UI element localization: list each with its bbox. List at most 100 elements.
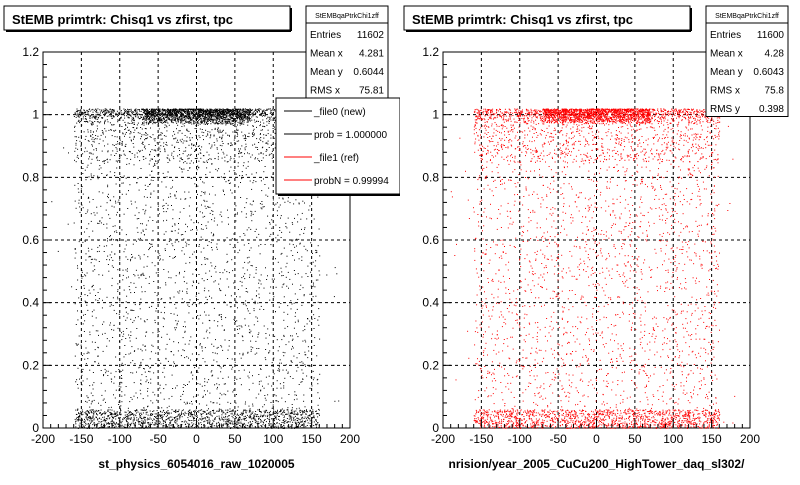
data-point (299, 234, 300, 235)
data-point (251, 114, 252, 115)
data-point (133, 132, 134, 133)
data-point (112, 112, 113, 113)
data-point (161, 116, 162, 117)
data-point (93, 137, 94, 138)
data-point (167, 407, 168, 408)
data-point (172, 427, 173, 428)
data-point (77, 157, 78, 158)
data-point (82, 272, 83, 273)
data-point (223, 411, 224, 412)
data-point (120, 410, 121, 411)
data-point (311, 322, 312, 323)
data-point (146, 135, 147, 136)
data-point (96, 150, 97, 151)
data-point (274, 138, 275, 139)
data-point (163, 416, 164, 417)
data-point (116, 184, 117, 185)
data-point (171, 420, 172, 421)
data-point (148, 371, 149, 372)
data-point (218, 128, 219, 129)
data-point (208, 222, 209, 223)
data-point (155, 363, 156, 364)
data-point (261, 180, 262, 181)
data-point (238, 166, 239, 167)
data-point (240, 414, 241, 415)
data-point (300, 412, 301, 413)
data-point (151, 415, 152, 416)
data-point (198, 423, 199, 424)
data-point (265, 412, 266, 413)
data-point (309, 415, 310, 416)
data-point (147, 419, 148, 420)
data-point (283, 425, 284, 426)
data-point (216, 117, 217, 118)
data-point (79, 200, 80, 201)
data-point (232, 114, 233, 115)
data-point (83, 426, 84, 427)
data-point (89, 370, 90, 371)
data-point (217, 249, 218, 250)
data-point (92, 316, 93, 317)
data-point (131, 204, 132, 205)
data-point (143, 421, 144, 422)
data-point (95, 111, 96, 112)
data-point (209, 328, 210, 329)
data-point (292, 224, 293, 225)
data-point (129, 109, 130, 110)
data-point (133, 139, 134, 140)
data-point (296, 333, 297, 334)
data-point (197, 121, 198, 122)
data-point (233, 424, 234, 425)
data-point (171, 417, 172, 418)
data-point (130, 414, 131, 415)
data-point (130, 362, 131, 363)
data-point (159, 349, 160, 350)
data-point (219, 116, 220, 117)
data-point (291, 425, 292, 426)
data-point (260, 415, 261, 416)
data-point (233, 426, 234, 427)
data-point (277, 411, 278, 412)
data-point (205, 116, 206, 117)
data-point (109, 417, 110, 418)
data-point (188, 118, 189, 119)
data-point (106, 245, 107, 246)
data-point (85, 421, 86, 422)
data-point (200, 422, 201, 423)
data-point (158, 154, 159, 155)
data-point (270, 113, 271, 114)
data-point (233, 111, 234, 112)
data-point (209, 114, 210, 115)
data-point (153, 372, 154, 373)
data-point (293, 418, 294, 419)
data-point (261, 412, 262, 413)
data-point (125, 338, 126, 339)
data-point (167, 112, 168, 113)
data-point (196, 122, 197, 123)
data-point (269, 117, 270, 118)
data-point (196, 416, 197, 417)
data-point (218, 153, 219, 154)
data-point (192, 115, 193, 116)
data-point (201, 123, 202, 124)
data-point (241, 115, 242, 116)
data-point (120, 408, 121, 409)
data-point (197, 112, 198, 113)
data-point (290, 202, 291, 203)
data-point (140, 299, 141, 300)
data-point (221, 409, 222, 410)
data-point (91, 420, 92, 421)
data-point (212, 416, 213, 417)
data-point (150, 379, 151, 380)
data-point (258, 348, 259, 349)
data-point (287, 263, 288, 264)
data-point (196, 135, 197, 136)
data-point (112, 125, 113, 126)
data-point (263, 427, 264, 428)
data-point (249, 250, 250, 251)
data-point (268, 239, 269, 240)
data-point (249, 410, 250, 411)
data-point (132, 310, 133, 311)
data-point (94, 110, 95, 111)
data-point (158, 123, 159, 124)
